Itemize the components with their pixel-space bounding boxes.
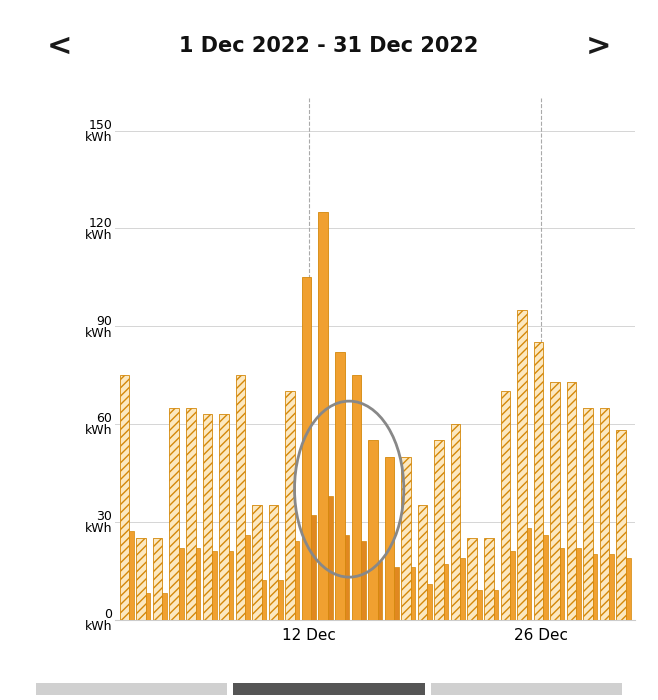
Bar: [544, 535, 547, 620]
Bar: [361, 541, 366, 620]
Bar: [467, 538, 477, 620]
Bar: [203, 414, 212, 620]
Bar: [584, 407, 593, 620]
Bar: [236, 375, 245, 620]
Bar: [219, 414, 229, 620]
Bar: [295, 541, 299, 620]
Bar: [335, 352, 345, 620]
Bar: [278, 580, 283, 620]
Bar: [428, 584, 432, 620]
Bar: [550, 382, 560, 620]
Bar: [394, 567, 399, 620]
Bar: [229, 551, 233, 620]
Bar: [130, 531, 134, 620]
Bar: [252, 505, 262, 620]
Bar: [477, 590, 482, 620]
Bar: [245, 535, 250, 620]
Bar: [510, 551, 515, 620]
Bar: [351, 375, 361, 620]
Bar: [430, 682, 622, 695]
Bar: [609, 554, 614, 620]
Bar: [262, 580, 266, 620]
Bar: [567, 382, 576, 620]
Bar: [318, 212, 328, 620]
Text: <: <: [47, 32, 72, 61]
Bar: [461, 558, 465, 620]
Bar: [517, 310, 526, 620]
Bar: [286, 391, 295, 620]
Bar: [600, 407, 609, 620]
Bar: [484, 538, 494, 620]
Bar: [444, 564, 448, 620]
Bar: [170, 407, 179, 620]
Bar: [268, 505, 278, 620]
Bar: [494, 590, 498, 620]
Bar: [501, 391, 510, 620]
Bar: [311, 515, 316, 620]
Bar: [526, 528, 531, 620]
Bar: [593, 554, 597, 620]
Bar: [186, 407, 195, 620]
Bar: [411, 567, 415, 620]
Bar: [368, 440, 378, 620]
Bar: [560, 548, 565, 620]
Bar: [328, 496, 332, 620]
Bar: [153, 538, 163, 620]
Bar: [163, 594, 167, 620]
Bar: [120, 375, 130, 620]
Bar: [401, 456, 411, 620]
Bar: [136, 538, 146, 620]
Text: >: >: [586, 32, 611, 61]
Bar: [434, 440, 444, 620]
Text: 1 Dec 2022 - 31 Dec 2022: 1 Dec 2022 - 31 Dec 2022: [180, 36, 478, 56]
Bar: [146, 594, 151, 620]
Bar: [418, 505, 428, 620]
Bar: [378, 561, 382, 620]
Bar: [179, 548, 184, 620]
Bar: [212, 551, 216, 620]
Bar: [195, 548, 200, 620]
Bar: [345, 535, 349, 620]
Bar: [302, 277, 311, 620]
Bar: [576, 548, 581, 620]
Bar: [626, 558, 630, 620]
Bar: [534, 342, 544, 620]
Bar: [451, 424, 461, 620]
Bar: [385, 456, 394, 620]
Bar: [617, 430, 626, 620]
Bar: [233, 682, 425, 695]
Bar: [36, 682, 228, 695]
